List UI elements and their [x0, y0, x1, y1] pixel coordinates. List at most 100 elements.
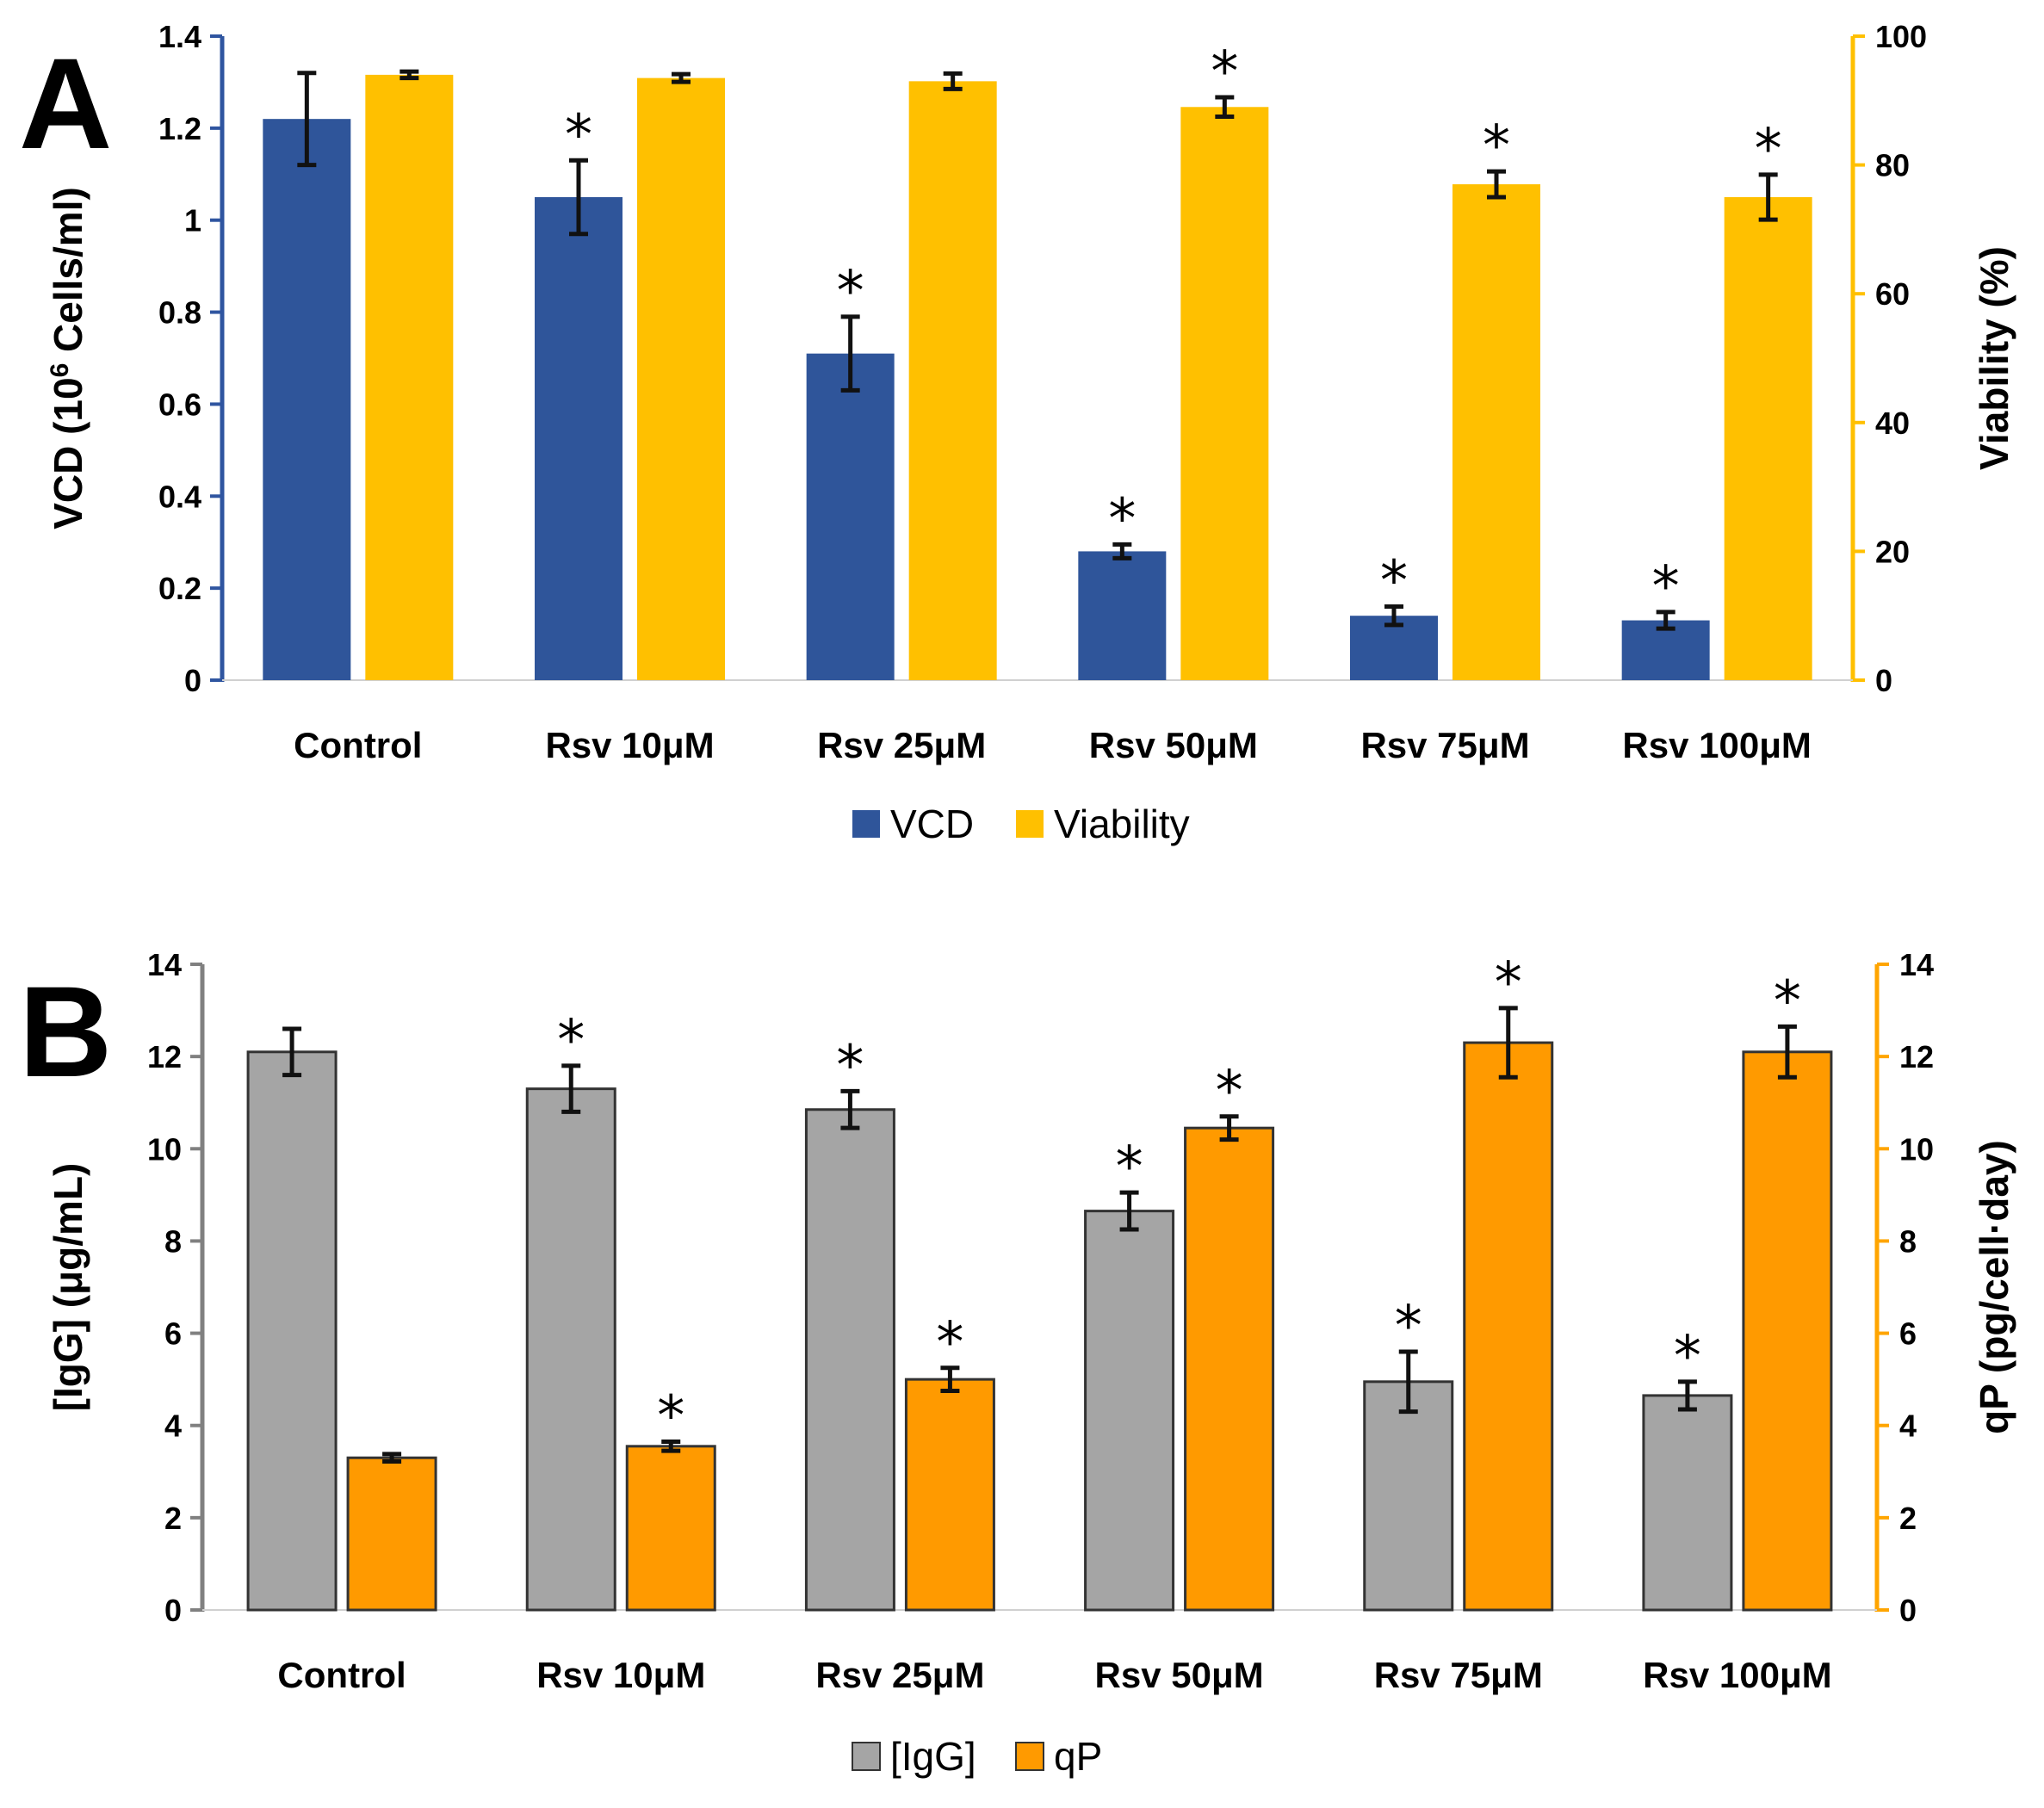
bar-igg — [804, 1108, 895, 1612]
bar-igg — [246, 1050, 338, 1612]
bar-qp — [1463, 1041, 1554, 1612]
left-axis-tick-label: 1.2 — [158, 111, 201, 146]
legend-label: VCD — [890, 802, 974, 846]
left-axis-tick-label: 1 — [184, 203, 201, 238]
category-label: Rsv 75μM — [1374, 1655, 1543, 1695]
right-axis-tick-label: 10 — [1899, 1131, 1934, 1167]
left-axis-tick-label: 2 — [164, 1501, 182, 1536]
category-label: Rsv 10μM — [545, 725, 714, 765]
right-axis-title: qP (pg/cell·day) — [1972, 1140, 2016, 1434]
left-axis-tick-label: 10 — [147, 1131, 182, 1167]
category-label: Control — [277, 1655, 406, 1695]
panel-b: B 0 2 4 6 8 10 12 14 0 2 4 6 8 10 12 14 [IgG] (μg/mL) qP (… — [19, 947, 2016, 1779]
right-axis-tick-label: 0 — [1875, 663, 1892, 698]
significance-marker: * — [1755, 118, 1782, 182]
left-axis-title: VCD (106 Cells/ml) — [46, 187, 91, 529]
category-label: Rsv 100μM — [1643, 1655, 1831, 1695]
significance-marker: * — [1216, 1060, 1243, 1124]
bar-viability — [1724, 197, 1812, 680]
bar-viability — [1180, 107, 1269, 680]
legend-label: qP — [1054, 1734, 1102, 1779]
left-axis-title-part: VCD (10 — [46, 377, 90, 529]
right-axis-tick-label: 60 — [1875, 276, 1910, 312]
significance-marker: * — [936, 1311, 963, 1375]
category-label: Rsv 100μM — [1622, 725, 1811, 765]
panel-letter: B — [19, 959, 112, 1104]
bar-viability — [1452, 184, 1540, 681]
category-label: Rsv 75μM — [1360, 725, 1529, 765]
left-axis-title: [IgG] (μg/mL) — [46, 1163, 90, 1412]
left-axis-tick-label: 6 — [164, 1316, 182, 1352]
bar-vcd — [1078, 551, 1167, 680]
left-axis-tick-label: 12 — [147, 1039, 182, 1074]
significance-marker: * — [1495, 951, 1522, 1015]
bar-vcd — [806, 353, 895, 680]
bar-qp — [625, 1445, 716, 1612]
bar-viability — [365, 74, 454, 680]
right-axis-tick-label: 6 — [1899, 1316, 1917, 1352]
bar-igg — [525, 1087, 616, 1612]
left-axis-tick-label: 0.8 — [158, 295, 201, 331]
left-axis-tick-label: 4 — [164, 1409, 182, 1444]
bar-igg — [1642, 1394, 1733, 1612]
bar-igg — [1084, 1210, 1175, 1612]
bar-qp — [346, 1456, 437, 1612]
significance-marker: * — [1774, 969, 1801, 1033]
left-axis-title-part: [IgG] (μg/mL) — [46, 1163, 90, 1412]
right-axis-tick-label: 40 — [1875, 406, 1910, 441]
significance-marker: * — [1211, 40, 1238, 104]
significance-marker: * — [1116, 1136, 1143, 1199]
bar-qp — [1742, 1050, 1833, 1612]
left-axis-title-sup: 6 — [46, 363, 74, 378]
category-label: Control — [294, 725, 422, 765]
right-axis-tick-label: 2 — [1899, 1501, 1917, 1536]
left-axis-tick-label: 0.2 — [158, 571, 201, 606]
panel-letter: A — [19, 31, 112, 176]
bar-vcd — [535, 197, 622, 680]
legend-swatch — [852, 1742, 881, 1771]
significance-marker: * — [836, 1034, 864, 1098]
left-axis-tick-label: 14 — [147, 947, 182, 982]
right-axis-tick-label: 100 — [1875, 19, 1927, 54]
right-axis-tick-label: 8 — [1899, 1223, 1917, 1259]
right-axis-title: Viability (%) — [1972, 246, 2016, 470]
legend-swatch — [1016, 810, 1044, 838]
category-label: Rsv 10μM — [536, 1655, 705, 1695]
significance-marker: * — [1395, 1295, 1422, 1359]
significance-marker: * — [837, 260, 864, 324]
bar-viability — [908, 81, 997, 681]
right-axis-tick-label: 12 — [1899, 1039, 1934, 1074]
significance-marker: * — [1483, 115, 1510, 178]
right-axis-tick-label: 4 — [1899, 1409, 1917, 1444]
left-axis-tick-label: 1.4 — [158, 19, 201, 54]
left-axis-tick-label: 8 — [164, 1223, 182, 1259]
category-label: Rsv 25μM — [815, 1655, 984, 1695]
legend-label: [IgG] — [890, 1734, 976, 1779]
significance-marker: * — [557, 1009, 585, 1073]
significance-marker: * — [1674, 1325, 1701, 1389]
category-label: Rsv 50μM — [1095, 1655, 1264, 1695]
right-axis-tick-label: 20 — [1875, 534, 1910, 569]
significance-marker: * — [1652, 555, 1680, 619]
left-axis-tick-label: 0.6 — [158, 387, 201, 422]
category-label: Rsv 25μM — [817, 725, 986, 765]
bar-igg — [1363, 1380, 1454, 1612]
right-axis-tick-label: 0 — [1899, 1593, 1917, 1628]
left-axis-tick-label: 0 — [184, 663, 201, 698]
left-axis-tick-label: 0.4 — [158, 479, 201, 514]
left-axis-title-part: Cells/ml) — [46, 187, 90, 363]
panel-a: A 0 0.2 0.4 0.6 0.8 1 1.2 1.4 0 20 40 60 80 100 VCD (10… — [19, 19, 2016, 846]
significance-marker: * — [1108, 487, 1136, 551]
significance-marker: * — [657, 1384, 684, 1448]
significance-marker: * — [565, 103, 592, 167]
significance-marker: * — [1380, 550, 1408, 614]
bar-qp — [1184, 1126, 1275, 1612]
legend-swatch — [852, 810, 880, 838]
bar-vcd — [263, 119, 351, 680]
right-axis-tick-label: 14 — [1899, 947, 1934, 982]
legend-swatch — [1015, 1742, 1044, 1771]
legend-label: Viability — [1054, 802, 1190, 846]
right-axis-tick-label: 80 — [1875, 148, 1910, 183]
bar-qp — [904, 1378, 995, 1612]
